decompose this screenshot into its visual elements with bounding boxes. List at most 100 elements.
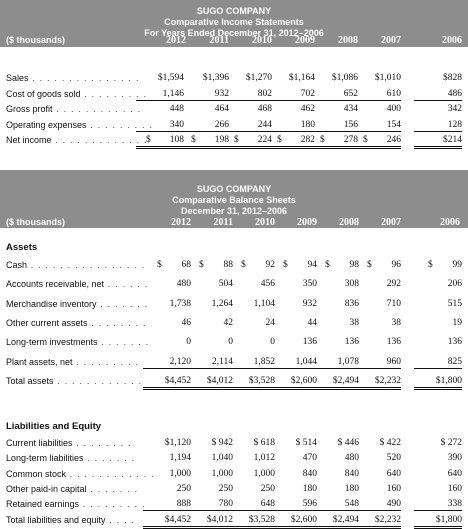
table-cell: 246 bbox=[353, 134, 401, 149]
table-cell: $4,452 bbox=[143, 514, 191, 529]
table-row: Gross profit . . . . . . . . . . . . 448 4… bbox=[0, 103, 468, 115]
table-cell: 44 bbox=[307, 317, 318, 328]
table-cell: 38 bbox=[391, 317, 402, 328]
leader-dots: . . . . . . . bbox=[96, 298, 149, 309]
table-cell: 1,078 bbox=[311, 356, 359, 369]
leader-dots: . . . . . . bbox=[104, 279, 149, 290]
row-label: Long-term investments . . . . . . . bbox=[6, 336, 149, 348]
table-cell: 1,044 bbox=[269, 356, 317, 369]
balance-sheet: SUGO COMPANY Comparative Balance Sheets … bbox=[0, 170, 468, 529]
row-label: Other paid-in capital . . . . . . . bbox=[6, 483, 138, 495]
table-cell: 520 bbox=[386, 453, 401, 464]
table-cell: $2,232 bbox=[353, 375, 401, 390]
row-label-text: Operating expenses bbox=[6, 119, 87, 130]
dollar-sign: $ bbox=[325, 260, 330, 270]
balance-header: SUGO COMPANY Comparative Balance Sheets … bbox=[0, 170, 468, 228]
row-label-text: Retained earnings bbox=[6, 499, 80, 510]
table-cell: $214 bbox=[414, 134, 462, 149]
table-cell: 702 bbox=[267, 88, 315, 101]
dollar-sign: $ bbox=[199, 260, 204, 270]
table-cell: 180 bbox=[344, 483, 359, 494]
table-row: Net income . . . . . . . . . . . . . 108 1… bbox=[0, 134, 468, 149]
table-cell: 42 bbox=[223, 317, 234, 328]
row-label-text: Total assets bbox=[6, 375, 54, 386]
table-cell: 1,194 bbox=[169, 453, 191, 464]
table-cell: 342 bbox=[447, 104, 462, 114]
leader-dots: . . . . bbox=[105, 514, 136, 525]
table-cell: 780 bbox=[185, 498, 233, 512]
table-cell: 108 bbox=[136, 134, 184, 149]
table-row: Total assets . . . . . . . . . . . . $4,4… bbox=[0, 375, 468, 390]
table-cell: $2,232 bbox=[353, 514, 401, 529]
table-cell: 98 bbox=[349, 260, 360, 270]
table-cell: 932 bbox=[302, 298, 317, 309]
row-label: Retained earnings . . . . . . . . . bbox=[6, 498, 146, 510]
row-label-text: Accounts receivable, net bbox=[6, 279, 105, 290]
table-cell: 206 bbox=[447, 279, 462, 290]
table-cell: $4,012 bbox=[185, 375, 233, 390]
table-cell: 38 bbox=[349, 317, 360, 328]
table-cell: 180 bbox=[267, 119, 315, 132]
table-cell: $1,086 bbox=[331, 73, 358, 83]
table-cell: 19 bbox=[452, 317, 463, 328]
leader-dots: . . . . . . . . . . . . bbox=[53, 375, 143, 386]
balance-year: 2009 bbox=[297, 217, 317, 228]
table-cell: 464 bbox=[214, 104, 229, 114]
table-row: Merchandise inventory . . . . . . . 1,73… bbox=[0, 298, 468, 310]
table-cell: 840 bbox=[344, 468, 359, 479]
row-label: Total assets . . . . . . . . . . . . bbox=[6, 375, 142, 387]
row-label-text: Merchandise inventory bbox=[6, 298, 97, 309]
leader-dots: . . . . . . . . . bbox=[86, 119, 154, 130]
row-label: Accounts receivable, net . . . . . . bbox=[6, 278, 148, 290]
table-cell: 250 bbox=[218, 483, 233, 494]
table-cell: 0 bbox=[186, 337, 191, 348]
table-cell: $2,494 bbox=[311, 375, 359, 390]
table-cell: 350 bbox=[302, 279, 317, 290]
table-cell: $4,012 bbox=[185, 514, 233, 529]
table-cell: 596 bbox=[269, 498, 317, 512]
table-cell: 486 bbox=[414, 88, 462, 101]
leader-dots: . . . . . . . . . . . . bbox=[66, 468, 155, 479]
table-cell: 390 bbox=[447, 453, 462, 464]
table-row: Retained earnings . . . . . . . . . 888 7… bbox=[0, 498, 468, 512]
row-label: Net income . . . . . . . . . . . . . bbox=[6, 134, 148, 146]
leader-dots: . . . . . . . bbox=[97, 337, 150, 348]
table-cell: 960 bbox=[353, 356, 401, 369]
table-cell: $ 514 bbox=[295, 438, 317, 448]
balance-title: Comparative Balance Sheets bbox=[172, 195, 296, 205]
table-cell: 308 bbox=[344, 279, 359, 290]
income-column-headers: ($ thousands) 2012 2011 2010 2009 2008 2… bbox=[0, 35, 468, 47]
table-cell: 1,000 bbox=[169, 468, 191, 479]
table-cell: $1,120 bbox=[164, 438, 191, 448]
table-row: Operating expenses . . . . . . . . . 340 2… bbox=[0, 119, 468, 132]
dollar-sign: $ bbox=[283, 260, 288, 270]
table-cell: 802 bbox=[224, 88, 272, 101]
table-cell: $828 bbox=[443, 73, 462, 83]
table-cell: 46 bbox=[181, 317, 192, 328]
leader-dots: . . . . . . . . . . . . . bbox=[51, 135, 148, 145]
row-label-text: Cost of goods sold bbox=[6, 88, 81, 99]
table-cell: 340 bbox=[136, 119, 184, 132]
dollar-sign: $ bbox=[277, 135, 282, 145]
table-cell: 160 bbox=[386, 483, 401, 494]
income-year: 2012 bbox=[166, 35, 186, 46]
income-period: For Years Ended December 31, 2012–2006 bbox=[144, 28, 324, 38]
row-label-text: Plant assets, net bbox=[6, 356, 73, 367]
balance-period: December 31, 2012–2006 bbox=[180, 206, 288, 216]
leader-dots: . . . . . . . . bbox=[72, 438, 132, 448]
row-label: Total liabilities and equity . . . . bbox=[6, 514, 135, 526]
balance-year: 2007 bbox=[381, 217, 401, 228]
table-cell: $2,600 bbox=[269, 514, 317, 529]
income-statement: SUGO COMPANY Comparative Income Statemen… bbox=[0, 0, 468, 160]
row-label-text: Cash bbox=[6, 260, 28, 270]
row-label-text: Net income bbox=[6, 135, 52, 145]
table-cell: $ 618 bbox=[253, 438, 275, 448]
table-cell: 468 bbox=[257, 104, 272, 114]
table-cell: 0 bbox=[228, 337, 233, 348]
row-label-text: Common stock bbox=[6, 468, 67, 479]
income-year: 2007 bbox=[381, 35, 401, 46]
table-cell: 640 bbox=[447, 468, 462, 479]
table-cell: $3,528 bbox=[227, 375, 275, 390]
table-cell: 1,012 bbox=[253, 453, 275, 464]
table-cell: 462 bbox=[300, 104, 315, 114]
